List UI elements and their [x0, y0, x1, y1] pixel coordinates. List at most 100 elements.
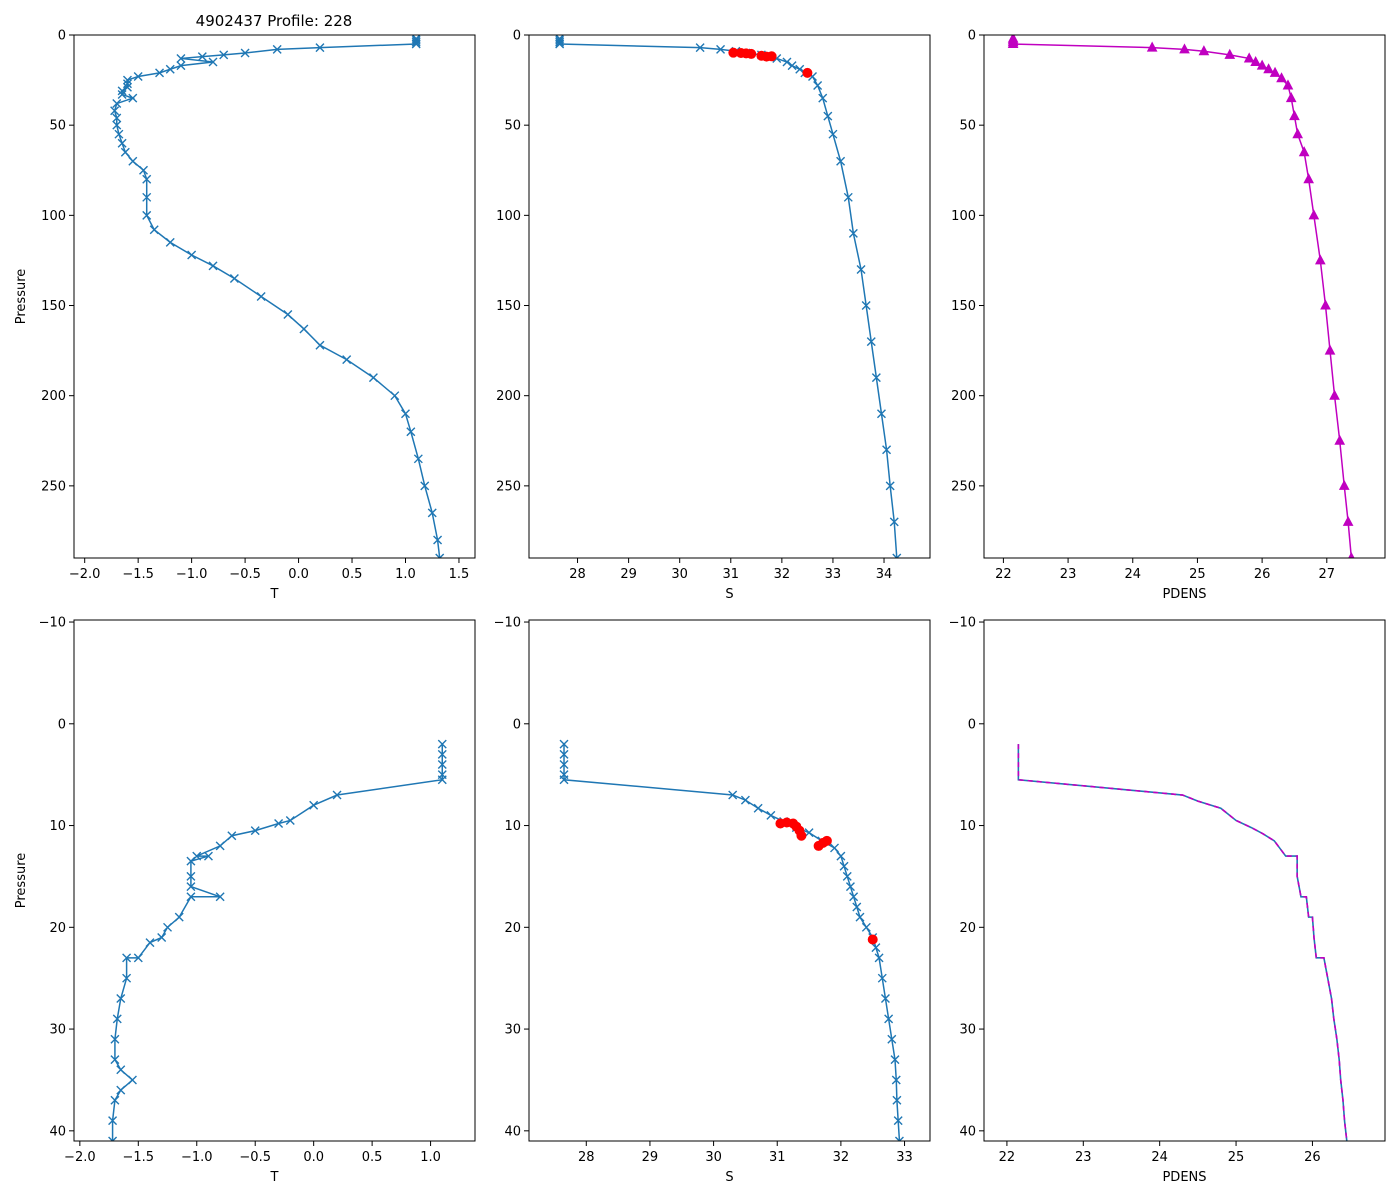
y-tick-label: 20 — [504, 921, 521, 936]
panel-bottom-temperature: −2.0 −1.5 −1.0 −0.5 0.0 0.5 1.0 −10 0 10 20 30 40 T Pr… — [14, 616, 476, 1185]
data-point — [1007, 37, 1019, 49]
data-point — [299, 324, 309, 334]
y-tick-label: 10 — [959, 819, 976, 834]
x-tick-label: 30 — [671, 567, 688, 582]
data-point — [176, 61, 186, 71]
x-tick-label: −0.5 — [239, 1150, 271, 1165]
data-point — [1324, 344, 1336, 355]
data-point — [1146, 41, 1158, 52]
y-tick-label: 0 — [513, 29, 521, 44]
data-point — [861, 301, 871, 311]
y-tick-label: 250 — [951, 479, 976, 494]
data-point — [139, 165, 149, 175]
y-tick-label: 250 — [41, 479, 66, 494]
data-point — [716, 44, 726, 54]
data-point — [891, 1075, 901, 1085]
data-point — [219, 50, 229, 60]
y-axis-label: Pressure — [14, 269, 29, 325]
data-point — [1179, 43, 1190, 54]
x-tick-label: 25 — [1189, 567, 1206, 582]
series-line — [1017, 744, 1348, 1141]
data-point — [120, 147, 130, 157]
data-point — [406, 427, 416, 437]
data-point — [110, 1034, 120, 1044]
data-point — [813, 81, 823, 90]
y-tick-label: 250 — [496, 479, 521, 494]
data-point — [315, 340, 325, 350]
data-point — [116, 994, 126, 1004]
y-tick-label: 40 — [504, 1124, 521, 1139]
data-point — [117, 138, 127, 148]
data-point — [108, 1136, 118, 1141]
data-point — [133, 71, 143, 81]
data-point — [176, 53, 186, 63]
data-point — [433, 535, 443, 545]
flagged-point — [867, 934, 878, 945]
x-tick-label: 1.0 — [395, 567, 416, 582]
data-point — [411, 35, 421, 45]
y-tick-label: 100 — [41, 209, 66, 224]
data-point — [1250, 55, 1261, 67]
data-point — [368, 373, 378, 383]
data-point — [127, 1075, 137, 1085]
y-tick-label: 0 — [513, 717, 521, 732]
data-point — [215, 892, 225, 902]
y-tick-label: 30 — [959, 1023, 976, 1038]
data-point — [112, 120, 122, 130]
data-point — [1243, 52, 1255, 63]
data-point — [1329, 389, 1340, 400]
x-tick-label: 0.5 — [362, 1150, 383, 1165]
data-point — [122, 79, 132, 89]
data-point — [227, 831, 237, 841]
data-point — [1334, 434, 1346, 445]
data-point — [559, 775, 569, 785]
data-point — [128, 156, 138, 166]
data-point — [114, 129, 124, 139]
data-point — [740, 795, 750, 805]
data-point — [420, 481, 430, 491]
plot-area — [1007, 35, 1355, 558]
y-tick-label: 30 — [504, 1023, 521, 1038]
data-point — [894, 1136, 904, 1141]
data-point — [112, 1014, 122, 1024]
data-point — [1263, 63, 1274, 74]
flagged-point — [746, 48, 757, 59]
series-line — [113, 38, 441, 558]
panel-bottom-density: 22 23 24 25 26 −10 0 10 20 30 40 PDENS — [949, 616, 1386, 1185]
y-axis-label: Pressure — [14, 853, 29, 909]
data-point — [283, 310, 293, 320]
data-point — [849, 892, 859, 902]
x-axis-label: S — [725, 1170, 733, 1185]
y-tick-label: 0 — [968, 717, 976, 732]
panel-bottom-salinity: 28 29 30 31 32 33 −10 0 10 20 30 40 S — [494, 616, 931, 1185]
data-point — [885, 481, 895, 491]
data-point — [186, 882, 196, 892]
data-point — [839, 861, 849, 871]
y-tick-label: 0 — [968, 29, 976, 44]
data-point — [122, 973, 132, 983]
y-tick-label: −10 — [39, 616, 66, 631]
data-point — [110, 106, 120, 116]
axes-frame — [983, 619, 1386, 1142]
x-tick-label: 0.0 — [288, 567, 309, 582]
data-point — [1308, 209, 1320, 220]
data-point — [845, 882, 855, 892]
x-tick-label: −1.5 — [122, 567, 154, 582]
y-tick-label: 40 — [49, 1124, 66, 1139]
data-point — [880, 994, 890, 1004]
data-point — [842, 871, 852, 881]
x-tick-label: 31 — [769, 1150, 786, 1165]
x-tick-label: 30 — [705, 1150, 722, 1165]
data-point — [342, 355, 352, 365]
data-point — [871, 943, 881, 953]
plot-area — [108, 739, 447, 1141]
data-point — [215, 841, 225, 851]
data-point — [174, 912, 184, 922]
data-point — [1256, 59, 1268, 70]
x-tick-label: −0.5 — [229, 567, 261, 582]
y-tick-label: 50 — [959, 119, 976, 134]
x-tick-label: 0.0 — [303, 1150, 324, 1165]
data-point — [1282, 79, 1294, 90]
data-point — [1320, 299, 1331, 310]
data-point — [892, 1095, 902, 1105]
